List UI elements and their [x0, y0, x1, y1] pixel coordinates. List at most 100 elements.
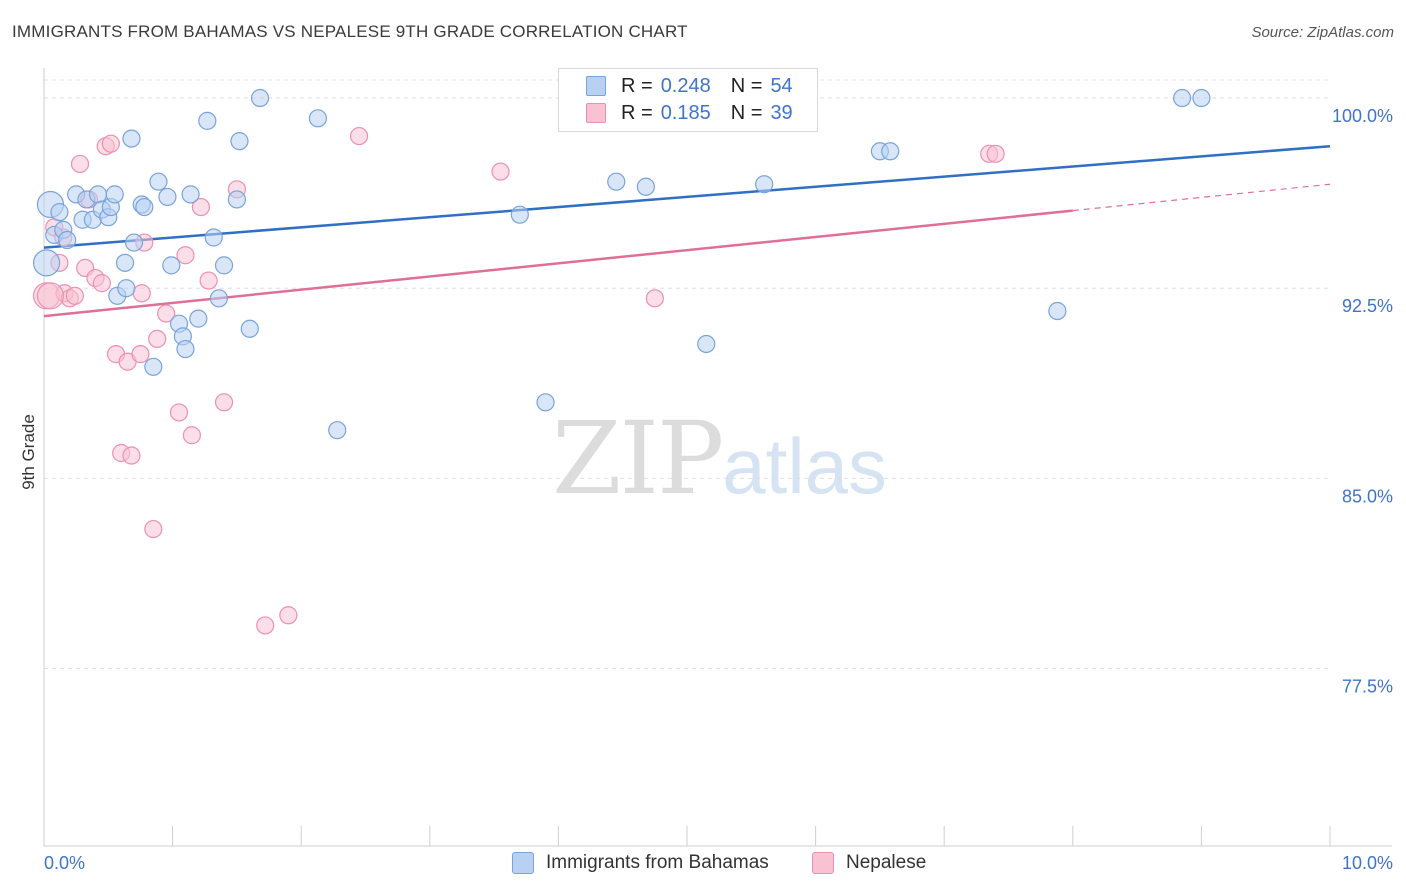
point-bahamas	[510, 205, 529, 224]
tick-labels: 77.5% 85.0% 92.5% 100.0% 0.0% 10.0% 9th Grade	[19, 106, 1393, 873]
legend-n-label: N =	[730, 74, 763, 97]
legend-row-nepalese: R = 0.185 N = 39	[586, 100, 793, 126]
legend-r-value: 0.185	[660, 101, 711, 124]
point-bahamas	[204, 228, 223, 247]
point-bahamas	[189, 309, 208, 328]
legend-r-value: 0.248	[660, 74, 711, 97]
watermark-atlas: atlas	[722, 422, 888, 510]
point-bahamas	[105, 185, 124, 204]
legend-n-label: N =	[730, 101, 763, 124]
point-bahamas	[58, 230, 77, 250]
point-nepalese	[122, 446, 141, 465]
point-bahamas	[32, 249, 61, 277]
point-nepalese	[256, 616, 275, 635]
point-nepalese	[349, 126, 369, 146]
point-nepalese	[176, 246, 195, 265]
axes	[43, 68, 1392, 847]
point-nepalese	[645, 289, 664, 308]
point-nepalese	[92, 274, 111, 293]
bottom-legend-bahamas: Immigrants from Bahamas	[512, 852, 769, 874]
point-bahamas	[135, 197, 154, 217]
point-bahamas	[115, 253, 135, 272]
point-nepalese	[70, 154, 90, 174]
point-bahamas	[181, 185, 200, 204]
point-nepalese	[101, 134, 120, 153]
grid-lines	[44, 79, 1330, 670]
point-bahamas	[209, 289, 228, 308]
legend-n-value: 54	[770, 74, 793, 97]
y-tick-label: 85.0%	[1342, 486, 1393, 506]
point-bahamas	[149, 172, 168, 191]
point-nepalese	[132, 284, 151, 303]
point-bahamas	[308, 109, 328, 128]
bottom-legend-nepalese: Nepalese	[812, 852, 926, 874]
point-nepalese	[182, 426, 201, 445]
y-tick-label: 92.5%	[1342, 296, 1393, 316]
point-bahamas	[697, 334, 716, 354]
stats-legend: R = 0.248 N = 54 R = 0.185 N = 39	[558, 68, 818, 132]
data-points	[32, 88, 1211, 635]
trend-line-nepalese	[43, 209, 1073, 318]
point-bahamas	[1192, 88, 1211, 108]
point-nepalese	[491, 162, 510, 181]
legend-n-value: 39	[770, 101, 793, 124]
trend-line-bahamas	[43, 144, 1331, 249]
point-bahamas	[755, 175, 774, 194]
point-bahamas	[1048, 301, 1067, 321]
point-bahamas	[122, 129, 141, 148]
point-bahamas	[881, 142, 900, 161]
point-bahamas	[328, 421, 347, 440]
point-bahamas	[250, 88, 270, 108]
y-axis-title: 9th Grade	[19, 414, 38, 490]
point-bahamas	[88, 185, 108, 204]
point-bahamas	[176, 339, 195, 359]
point-bahamas	[1173, 88, 1192, 108]
point-nepalese	[169, 403, 189, 422]
source-label: Source: ZipAtlas.com	[1251, 24, 1394, 41]
point-nepalese	[65, 286, 84, 305]
point-bahamas	[144, 357, 163, 376]
point-bahamas	[636, 177, 655, 196]
point-bahamas	[117, 279, 136, 298]
legend-swatch-pink	[586, 103, 606, 123]
point-nepalese	[131, 345, 150, 364]
point-nepalese	[214, 393, 234, 412]
point-nepalese	[157, 304, 176, 323]
bottom-legend-label: Immigrants from Bahamas	[546, 852, 769, 873]
legend-swatch-blue	[586, 76, 606, 96]
point-bahamas	[227, 190, 246, 209]
bottom-swatch-blue	[512, 852, 534, 874]
trend-line-nepalese-extension	[1072, 183, 1331, 212]
legend-r-label: R =	[621, 101, 653, 124]
point-bahamas	[124, 233, 144, 252]
point-nepalese	[144, 519, 163, 539]
legend-r-label: R =	[621, 74, 653, 97]
point-bahamas	[536, 393, 555, 412]
point-bahamas	[198, 111, 217, 130]
point-nepalese	[148, 329, 167, 349]
point-nepalese	[191, 197, 210, 217]
watermark-zip: ZIP	[552, 400, 724, 517]
legend-row-bahamas: R = 0.248 N = 54	[586, 73, 793, 99]
point-bahamas	[214, 256, 234, 275]
x-tick-label: 0.0%	[44, 853, 85, 873]
point-nepalese	[36, 282, 65, 310]
point-bahamas	[230, 132, 249, 151]
point-bahamas	[162, 256, 181, 275]
point-nepalese	[986, 144, 1005, 163]
watermark: ZIPatlas	[552, 400, 887, 517]
x-tick-label: 10.0%	[1342, 853, 1393, 873]
point-bahamas	[240, 319, 259, 338]
trend-lines	[43, 144, 1331, 318]
bottom-legend-label: Nepalese	[846, 852, 927, 873]
point-nepalese	[279, 606, 298, 625]
point-bahamas	[607, 172, 626, 191]
chart-title: IMMIGRANTS FROM BAHAMAS VS NEPALESE 9TH …	[12, 22, 688, 41]
y-tick-label: 100.0%	[1332, 106, 1393, 126]
point-bahamas	[50, 203, 69, 222]
point-nepalese	[199, 271, 218, 290]
point-bahamas	[158, 187, 177, 207]
bottom-swatch-pink	[812, 852, 834, 874]
y-tick-label: 77.5%	[1342, 677, 1393, 697]
